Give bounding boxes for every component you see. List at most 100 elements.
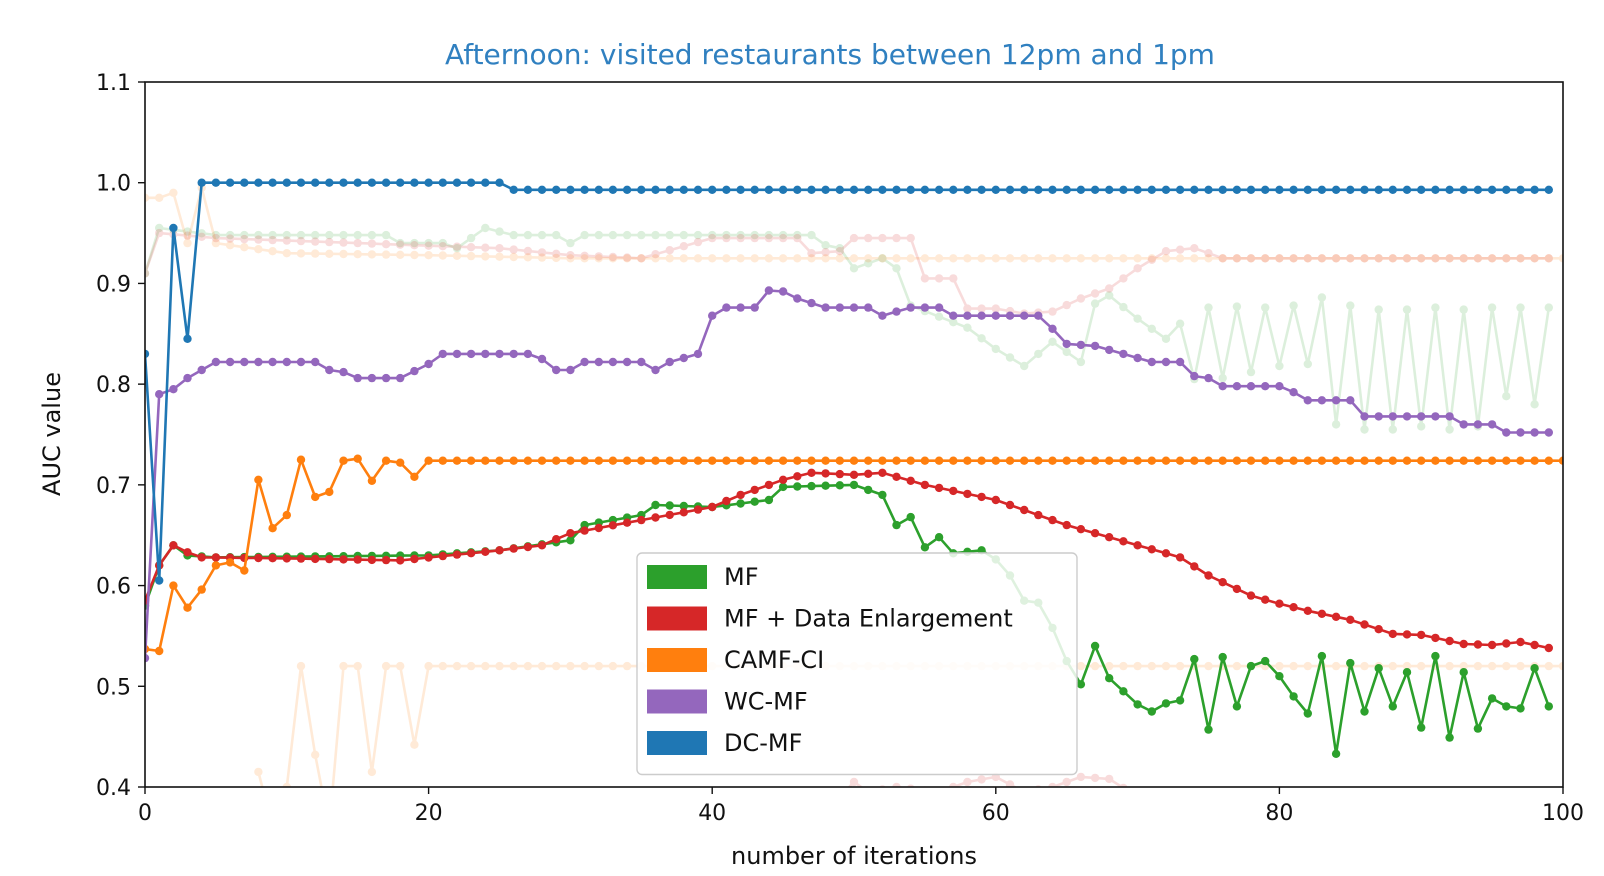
legend-label: MF [724, 563, 759, 591]
data-point [708, 254, 717, 263]
data-point [1161, 334, 1171, 343]
data-point [367, 250, 377, 259]
data-point [1473, 661, 1483, 671]
data-point [1190, 185, 1199, 194]
data-point [169, 385, 178, 394]
data-point [268, 524, 277, 533]
data-point [183, 548, 192, 557]
data-point [1502, 185, 1511, 194]
data-point [906, 512, 915, 522]
data-point [1317, 254, 1327, 263]
data-point [1246, 254, 1256, 263]
data-point [1232, 382, 1242, 391]
data-point [282, 357, 291, 367]
data-point [523, 246, 533, 256]
series-camf-ci-alt-high [145, 183, 1563, 263]
data-point [1445, 185, 1454, 194]
data-point [651, 250, 660, 259]
data-point [1034, 254, 1043, 263]
data-point [1417, 456, 1426, 465]
data-point [1331, 456, 1341, 465]
data-point [169, 188, 178, 197]
data-point [1502, 639, 1511, 648]
data-point [396, 373, 405, 383]
data-point [906, 185, 915, 194]
data-point [197, 585, 206, 594]
data-point [679, 230, 688, 240]
data-point [1544, 428, 1554, 437]
data-point [1133, 254, 1142, 263]
data-point [949, 274, 958, 283]
data-point [637, 185, 646, 194]
data-point [495, 349, 504, 359]
data-point [807, 185, 816, 194]
data-point [410, 241, 419, 250]
data-point [509, 661, 518, 671]
data-point [523, 456, 533, 465]
data-point [339, 456, 348, 465]
data-point [1516, 428, 1525, 437]
data-point [1374, 412, 1383, 421]
data-point [211, 357, 221, 367]
data-point [1105, 345, 1114, 355]
x-tick-label: 80 [1265, 801, 1293, 826]
data-point [311, 237, 320, 246]
data-point [495, 178, 504, 187]
data-point [325, 487, 334, 497]
data-point [268, 247, 277, 256]
data-point [1005, 185, 1015, 194]
series-camf-ci [145, 454, 1563, 656]
data-point [722, 254, 731, 263]
data-point [622, 518, 632, 527]
data-point [693, 185, 703, 194]
data-point [211, 561, 221, 570]
data-point [821, 254, 830, 263]
data-point [254, 357, 263, 367]
data-point [637, 357, 646, 367]
data-point [637, 230, 646, 240]
data-point [1289, 388, 1298, 397]
y-tick-label: 0.9 [96, 272, 131, 297]
data-point [864, 303, 873, 312]
data-point [353, 238, 362, 248]
data-point [1246, 456, 1256, 465]
data-point [608, 185, 618, 194]
data-point [282, 782, 291, 787]
series-line-mf-alt [145, 226, 1551, 431]
data-point [764, 286, 774, 295]
data-point [197, 229, 206, 238]
data-point [339, 661, 348, 671]
data-point [410, 238, 419, 248]
data-point [1034, 311, 1043, 320]
data-point [1317, 293, 1327, 302]
data-point [353, 373, 362, 383]
data-point [1530, 456, 1539, 465]
y-tick-label: 1.1 [96, 71, 131, 96]
data-point [1516, 254, 1525, 263]
data-point [1544, 456, 1554, 465]
data-point [991, 344, 1000, 354]
data-point [991, 456, 1000, 465]
data-point [1090, 456, 1100, 465]
data-point [311, 554, 320, 564]
y-tick-label: 0.5 [96, 675, 131, 700]
data-point [424, 178, 433, 187]
data-point [651, 185, 660, 194]
data-point [1161, 185, 1171, 194]
data-point [1516, 254, 1525, 263]
data-point [325, 230, 334, 240]
data-point [452, 251, 462, 260]
data-point [1062, 777, 1071, 787]
data-point [949, 311, 958, 320]
data-point [1147, 661, 1157, 671]
data-point [1275, 254, 1284, 263]
data-point [1034, 349, 1043, 359]
data-point [920, 480, 930, 490]
data-point [1303, 606, 1313, 615]
data-point [1147, 545, 1157, 554]
data-point [1487, 254, 1497, 263]
data-point [793, 233, 802, 243]
data-point [1190, 254, 1199, 263]
data-point [920, 185, 930, 194]
data-point [778, 475, 788, 484]
